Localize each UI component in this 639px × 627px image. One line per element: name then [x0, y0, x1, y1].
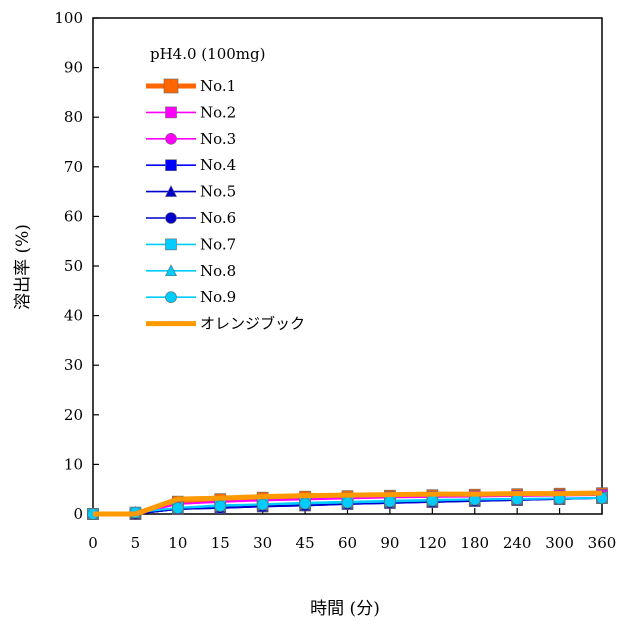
axes-layer: 0 10 20 30 40 50 60 70 80 90 100 0 5 10 15 30 45 60 90 120 1…: [54, 9, 616, 552]
legend-swatch-marker: [163, 78, 179, 94]
data-point: [172, 502, 184, 514]
data-point: [256, 498, 269, 511]
x-tick-label: 300: [545, 534, 574, 552]
legend-swatch-marker: [165, 133, 177, 145]
x-axis-title: 時間 (分): [310, 599, 380, 619]
series-layer: [87, 487, 608, 520]
legend-swatch-marker: [165, 291, 177, 304]
legend-item: オレンジブック: [146, 315, 305, 333]
legend-swatch-marker: [165, 238, 177, 251]
x-tick-label: 15: [211, 534, 230, 552]
legend-label: No.7: [200, 235, 236, 253]
y-tick-label: 100: [54, 9, 83, 27]
x-tick-label: 180: [460, 534, 489, 552]
legend-swatch-marker: [165, 212, 177, 224]
y-tick-label: 20: [64, 406, 83, 424]
legend-item: No.5: [146, 183, 236, 201]
legend-title: pH4.0 (100mg): [150, 45, 265, 63]
legend-item: No.1: [146, 77, 236, 95]
legend-swatch-marker: [165, 106, 177, 119]
y-tick-label: 70: [64, 158, 83, 176]
y-tick-label: 10: [64, 455, 83, 473]
x-tick-label: 5: [131, 534, 141, 552]
legend-item: No.3: [146, 130, 236, 148]
x-tick-label: 360: [588, 534, 617, 552]
x-tick-label: 10: [168, 534, 187, 552]
legend-label: No.4: [200, 156, 236, 174]
x-tick-label: 30: [253, 534, 272, 552]
x-tick-label: 60: [338, 534, 357, 552]
data-point: [384, 495, 396, 508]
x-tick-label: 0: [88, 534, 98, 552]
legend-item: No.4: [146, 156, 236, 174]
y-tick-label: 50: [64, 257, 83, 275]
legend-swatch-marker: [165, 264, 177, 277]
legend-swatch-marker: [165, 159, 177, 171]
legend-label: No.2: [200, 103, 236, 121]
x-tick-label: 240: [503, 534, 532, 552]
y-tick-label: 80: [64, 108, 83, 126]
legend-swatch-marker: [165, 184, 177, 197]
legend-label: No.1: [200, 77, 236, 95]
x-tick-label: 45: [296, 534, 315, 552]
legend-label: オレンジブック: [200, 315, 305, 333]
data-point: [214, 500, 227, 512]
legend-item: No.8: [146, 262, 236, 280]
legend-item: No.9: [146, 288, 236, 306]
x-tick-label: 120: [418, 534, 447, 552]
series-line: [93, 490, 603, 517]
legend-label: No.8: [200, 262, 236, 280]
y-tick-label: 30: [64, 356, 83, 374]
legend-label: No.9: [200, 288, 236, 306]
y-axis-title: 溶出率 (%): [13, 224, 33, 310]
legend-item: No.2: [146, 103, 236, 121]
legend-label: No.5: [200, 183, 236, 201]
data-point: [341, 496, 354, 509]
y-tick-label: 40: [64, 307, 83, 325]
legend-item: No.7: [146, 235, 236, 253]
y-tick-label: 90: [64, 59, 83, 77]
y-tick-label: 0: [73, 505, 83, 523]
legend-label: No.3: [200, 130, 236, 148]
data-point: [299, 497, 311, 510]
y-tick-label: 60: [64, 207, 83, 225]
series-10: [93, 490, 603, 517]
legend-item: No.6: [146, 209, 236, 227]
legend-label: No.6: [200, 209, 236, 227]
x-tick-label: 90: [380, 534, 399, 552]
data-point: [426, 494, 439, 507]
legend: pH4.0 (100mg) No.1 No.2 No.3 No.4 No.5 No.6 No.…: [146, 45, 305, 333]
